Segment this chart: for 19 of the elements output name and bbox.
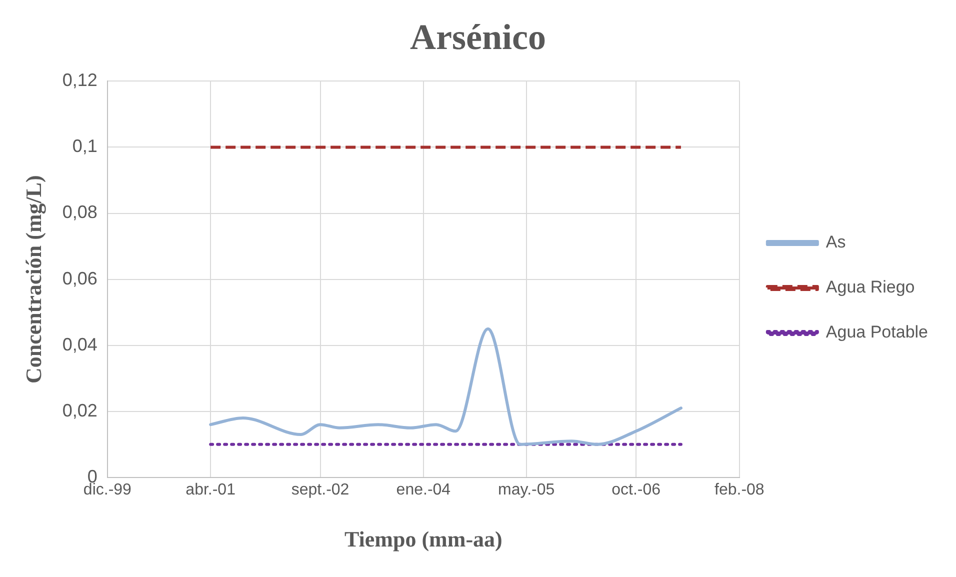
- x-tick-label: ene.-04: [396, 481, 451, 498]
- x-tick-label: may.-05: [498, 481, 555, 498]
- x-tick-label: feb.-08: [714, 481, 764, 498]
- legend-label: Agua Potable: [826, 322, 928, 342]
- chart-title: Arsénico: [410, 16, 546, 57]
- y-tick-label: 0,1: [72, 136, 98, 156]
- x-tick-label: oct.-06: [612, 481, 661, 498]
- line-series: [209, 327, 682, 446]
- x-tick-label: sept.-02: [291, 481, 350, 498]
- x-tick-label: abr.-01: [186, 481, 236, 498]
- y-tick-label: 0,04: [62, 334, 98, 354]
- y-tick-label: 0,02: [62, 400, 98, 420]
- legend-label: As: [826, 232, 846, 252]
- y-tick-label: 0,12: [62, 70, 98, 90]
- x-axis-title: Tiempo (mm-aa): [344, 526, 502, 552]
- y-tick-label: 0,08: [62, 202, 98, 222]
- y-axis-title: Concentración (mg/L): [20, 175, 46, 384]
- y-tick-label: 0,06: [62, 268, 98, 288]
- legend-label: Agua Riego: [826, 278, 915, 297]
